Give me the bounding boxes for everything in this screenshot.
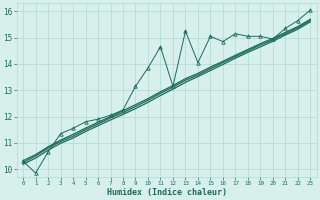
X-axis label: Humidex (Indice chaleur): Humidex (Indice chaleur) <box>107 188 227 197</box>
